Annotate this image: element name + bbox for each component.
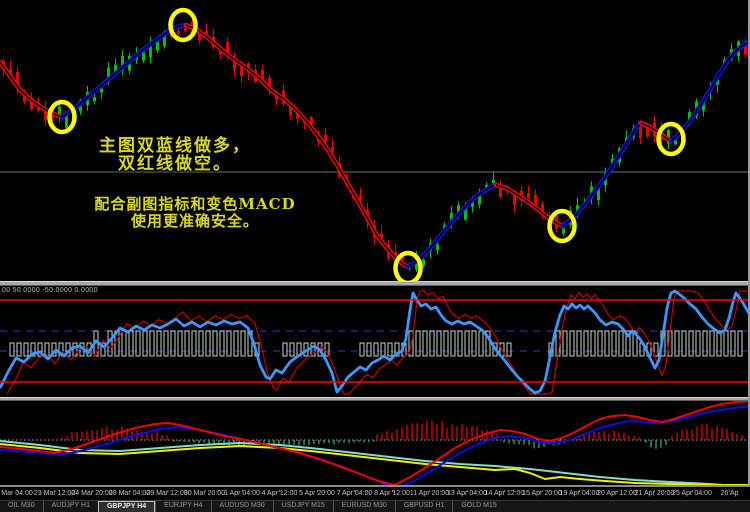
time-axis-tick bbox=[616, 490, 618, 492]
time-axis-tick bbox=[691, 490, 693, 492]
time-axis-label: 13 Apr 04:00 bbox=[447, 490, 487, 497]
time-axis-tick bbox=[242, 490, 243, 492]
macd-panel bbox=[0, 400, 750, 489]
panel-resize-divider[interactable] bbox=[0, 281, 750, 286]
time-axis-tick bbox=[429, 490, 431, 492]
chart-tab-audusd-m30[interactable]: AUDUSD M30 bbox=[210, 501, 273, 512]
time-axis-tick bbox=[279, 490, 281, 492]
annotation-sub-indicator: 配合副图指标和变色MACD 使用更准确安全。 bbox=[5, 196, 385, 230]
time-axis-label: 19 Apr 04:00 bbox=[559, 490, 600, 497]
time-axis-label: 4 Apr 12:00 bbox=[261, 490, 298, 497]
time-axis-tick bbox=[17, 490, 18, 492]
time-axis-tick bbox=[654, 490, 656, 492]
time-axis[interactable]: Mar 04:00 23 Mar 12:00 24 Mar 20:00 28 Mar … bbox=[0, 487, 750, 500]
time-axis-label: 7 Apr 04:00 bbox=[336, 490, 373, 497]
panel-resize-divider[interactable] bbox=[0, 485, 750, 487]
time-axis-label: 28 Mar 04:00 bbox=[108, 490, 151, 497]
indicator-values-label: 00 50.0000 -50.0000 0.0000 bbox=[2, 287, 98, 294]
time-axis-tick bbox=[167, 490, 168, 492]
time-axis-tick bbox=[466, 490, 468, 492]
annotation-line: 使用更准确安全。 bbox=[130, 212, 259, 230]
chart-right-border bbox=[748, 0, 750, 486]
time-axis-tick bbox=[317, 490, 318, 492]
time-axis-label: 8 Apr 12:00 bbox=[374, 490, 410, 497]
chart-tab-gold-m15[interactable]: GOLD M15 bbox=[452, 501, 504, 512]
time-axis-tick bbox=[92, 490, 93, 492]
chart-tab-oil-m30[interactable]: OIL M30 bbox=[8, 502, 35, 509]
time-axis-label: 25 Apr 04:00 bbox=[672, 490, 712, 497]
time-axis-label: 21 Apr 20:00 bbox=[634, 490, 675, 497]
main-chart bbox=[0, 7, 750, 286]
time-axis-tick bbox=[541, 490, 543, 492]
annotation-line: 配合副图指标和变色MACD bbox=[94, 195, 296, 213]
chart-tab-gbpusd-h1[interactable]: GBPUSD H1 bbox=[394, 501, 452, 512]
chart-tab-bar: OIL M30 AUDJPY H1 GBPJPY H4 EURJPY H4 AUDUSD… bbox=[0, 500, 750, 512]
time-axis-tick bbox=[129, 490, 131, 492]
time-axis-tick bbox=[354, 490, 356, 492]
time-axis-label: 30 Mar 20:00 bbox=[183, 490, 226, 497]
time-axis-tick bbox=[204, 490, 206, 492]
time-axis-tick bbox=[504, 490, 506, 492]
time-axis-label: 26 Ap bbox=[720, 490, 739, 497]
time-axis-label: 14 Apr 12:00 bbox=[484, 490, 525, 497]
time-axis-tick bbox=[579, 490, 581, 492]
time-axis-label: 1 Apr 04:00 bbox=[224, 490, 260, 497]
chart-tab-eurjpy-h4[interactable]: EURJPY H4 bbox=[155, 501, 210, 512]
annotation-line: 双红线做空。 bbox=[118, 154, 232, 174]
time-axis-tick bbox=[54, 490, 56, 492]
time-axis-label: 24 Mar 20:00 bbox=[71, 490, 113, 497]
chart-tab-usdjpy-m15[interactable]: USDJPY M15 bbox=[272, 501, 333, 512]
time-axis-label: 20 Apr 12:00 bbox=[597, 490, 637, 497]
time-axis-label: 29 Mar 12:00 bbox=[146, 490, 188, 497]
oscillator-panel bbox=[0, 289, 750, 395]
time-axis-label: 11 Apr 20:00 bbox=[409, 490, 450, 497]
panel-resize-divider[interactable] bbox=[0, 397, 750, 401]
chart-tab-gbpjpy-h4[interactable]: GBPJPY H4 bbox=[97, 501, 156, 512]
time-axis-label: 15 Apr 20:00 bbox=[522, 490, 562, 497]
annotation-main-signal: 主图双蓝线做多， 双红线做空。 bbox=[15, 137, 335, 173]
time-axis-tick bbox=[729, 490, 731, 492]
time-axis-label: Mar 04:00 bbox=[1, 490, 33, 497]
time-axis-label: 5 Apr 20:00 bbox=[299, 490, 335, 497]
chart-tab-eurusd-m30[interactable]: EURUSD M30 bbox=[332, 501, 395, 512]
chart-tab-audjpy-h1[interactable]: AUDJPY H1 bbox=[42, 501, 98, 512]
annotation-line: 主图双蓝线做多， bbox=[99, 136, 251, 156]
time-axis-tick bbox=[392, 490, 393, 492]
time-axis-label: 23 Mar 12:00 bbox=[33, 490, 76, 497]
